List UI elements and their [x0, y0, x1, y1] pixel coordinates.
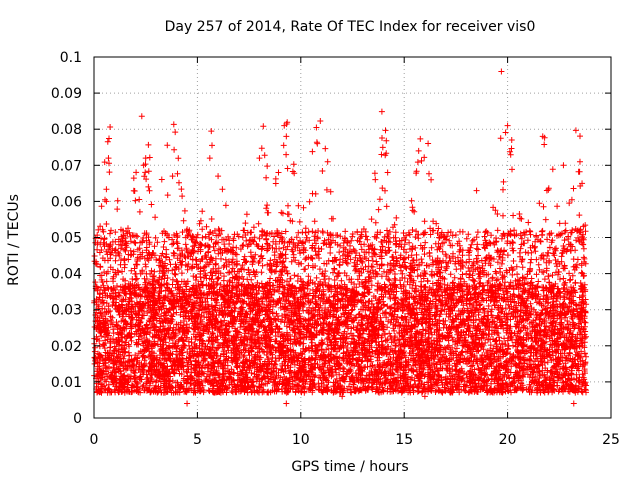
x-tick-label: 0 — [90, 432, 99, 448]
roti-point — [421, 393, 428, 400]
roti-point — [103, 198, 110, 205]
roti-point — [508, 137, 515, 144]
y-tick-label: 0.03 — [51, 303, 82, 319]
roti-point — [498, 68, 505, 75]
x-tick-labels: 0 5 10 15 20 25 — [90, 432, 620, 448]
roti-point — [314, 140, 321, 147]
y-tick-label: 0.1 — [60, 50, 82, 66]
x-tick-label: 25 — [602, 432, 620, 448]
roti-point — [184, 400, 191, 407]
roti-point — [560, 162, 567, 169]
y-tick-label: 0.02 — [51, 339, 82, 355]
roti-point — [384, 169, 391, 176]
roti-point — [428, 176, 435, 183]
x-tick-label: 15 — [395, 432, 413, 448]
y-tick-label: 0.05 — [51, 231, 82, 247]
roti-point — [570, 400, 577, 407]
y-axis-label: ROTI / TECUs — [6, 194, 22, 286]
roti-point — [324, 158, 331, 165]
x-tick-label: 20 — [499, 432, 517, 448]
roti-point — [539, 133, 546, 140]
roti-point — [283, 133, 290, 140]
roti-point — [473, 187, 480, 194]
roti-point — [169, 173, 176, 180]
roti-point — [105, 155, 112, 162]
roti-point — [579, 180, 586, 187]
y-tick-label: 0 — [73, 411, 82, 427]
roti-point — [281, 122, 288, 129]
roti-point — [256, 155, 263, 162]
y-tick-label: 0.09 — [51, 86, 82, 102]
roti-point — [378, 151, 385, 158]
chart-title: Day 257 of 2014, Rate Of TEC Index for r… — [165, 19, 536, 35]
data-points — [91, 68, 590, 407]
roti-point — [142, 155, 149, 162]
roti-point — [140, 162, 147, 169]
roti-point — [415, 147, 422, 154]
roti-point — [97, 263, 104, 270]
y-tick-label: 0.08 — [51, 122, 82, 138]
roti-point — [215, 173, 222, 180]
x-axis-label: GPS time / hours — [291, 459, 408, 475]
roti-point — [283, 400, 290, 407]
roti-point — [206, 155, 213, 162]
roti-point — [339, 393, 346, 400]
roti-point-cloud — [91, 108, 590, 396]
y-tick-label: 0.06 — [51, 194, 82, 210]
x-tick-label: 5 — [193, 432, 202, 448]
y-tick-label: 0.01 — [51, 375, 82, 391]
y-tick-label: 0.04 — [51, 267, 82, 283]
roti-point — [576, 158, 583, 165]
axis-ticks — [93, 56, 612, 419]
y-tick-label: 0.07 — [51, 158, 82, 174]
roti-point — [504, 122, 511, 129]
y-tick-labels: 0 0.01 0.02 0.03 0.04 0.05 0.06 0.07 0.08 0.09 0.1 — [51, 50, 82, 427]
x-tick-label: 10 — [292, 432, 310, 448]
